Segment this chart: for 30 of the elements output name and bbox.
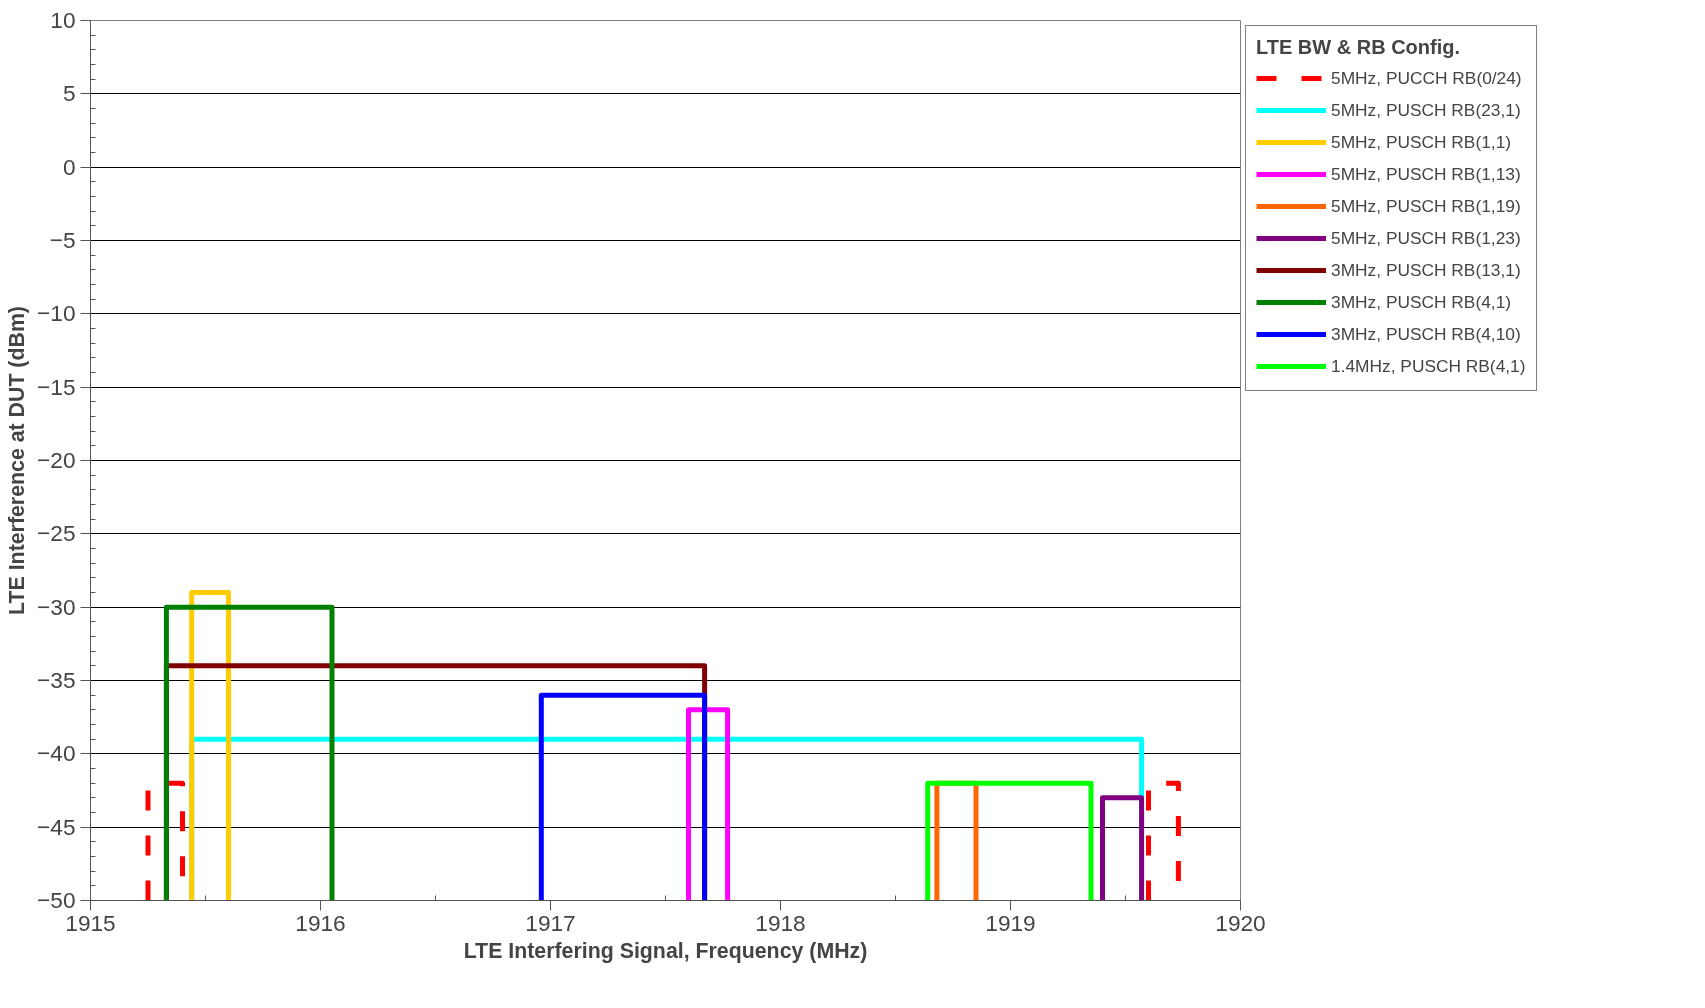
y-tick-label: −5: [49, 227, 76, 253]
x-tick-label: 1916: [295, 909, 346, 936]
y-tick-label: 0: [62, 153, 76, 180]
y-tick-label: 5: [62, 80, 76, 107]
x-tick-label: 1918: [755, 909, 806, 936]
y-tick-label: −15: [37, 373, 76, 400]
legend-label: 5MHz, PUSCH RB(23,1): [1331, 98, 1521, 122]
legend-label: 5MHz, PUSCH RB(1,23): [1331, 226, 1521, 250]
y-tick-label: −40: [37, 740, 76, 767]
legend-label: 5MHz, PUSCH RB(1,19): [1331, 194, 1521, 218]
y-tick-label: −10: [37, 300, 76, 327]
x-tick-label: 1917: [525, 909, 576, 936]
legend-label: 5MHz, PUSCH RB(1,13): [1331, 162, 1521, 186]
y-tick-label: 10: [50, 7, 76, 33]
legend-label: 5MHz, PUCCH RB(0/24): [1331, 66, 1522, 90]
y-tick-label: −35: [37, 667, 76, 693]
legend-title: LTE BW & RB Config.: [1256, 36, 1462, 59]
x-tick-label: 1920: [1215, 909, 1266, 936]
legend-label: 3MHz, PUSCH RB(4,1): [1331, 290, 1512, 314]
y-tick-label: −30: [37, 593, 76, 620]
x-axis-title: LTE Interfering Signal, Frequency (MHz): [463, 938, 868, 963]
x-tick-label: 1919: [985, 909, 1036, 936]
legend-label: 3MHz, PUSCH RB(4,10): [1331, 322, 1521, 346]
legend-label: 3MHz, PUSCH RB(13,1): [1331, 258, 1521, 282]
y-tick-label: −25: [37, 520, 76, 547]
y-tick-label: −20: [37, 447, 76, 473]
legend-label: 1.4MHz, PUSCH RB(4,1): [1331, 354, 1526, 378]
y-axis-title: LTE Interference at DUT (dBm): [5, 306, 30, 615]
y-tick-label: −45: [37, 813, 76, 840]
legend-label: 5MHz, PUSCH RB(1,1): [1331, 130, 1512, 154]
